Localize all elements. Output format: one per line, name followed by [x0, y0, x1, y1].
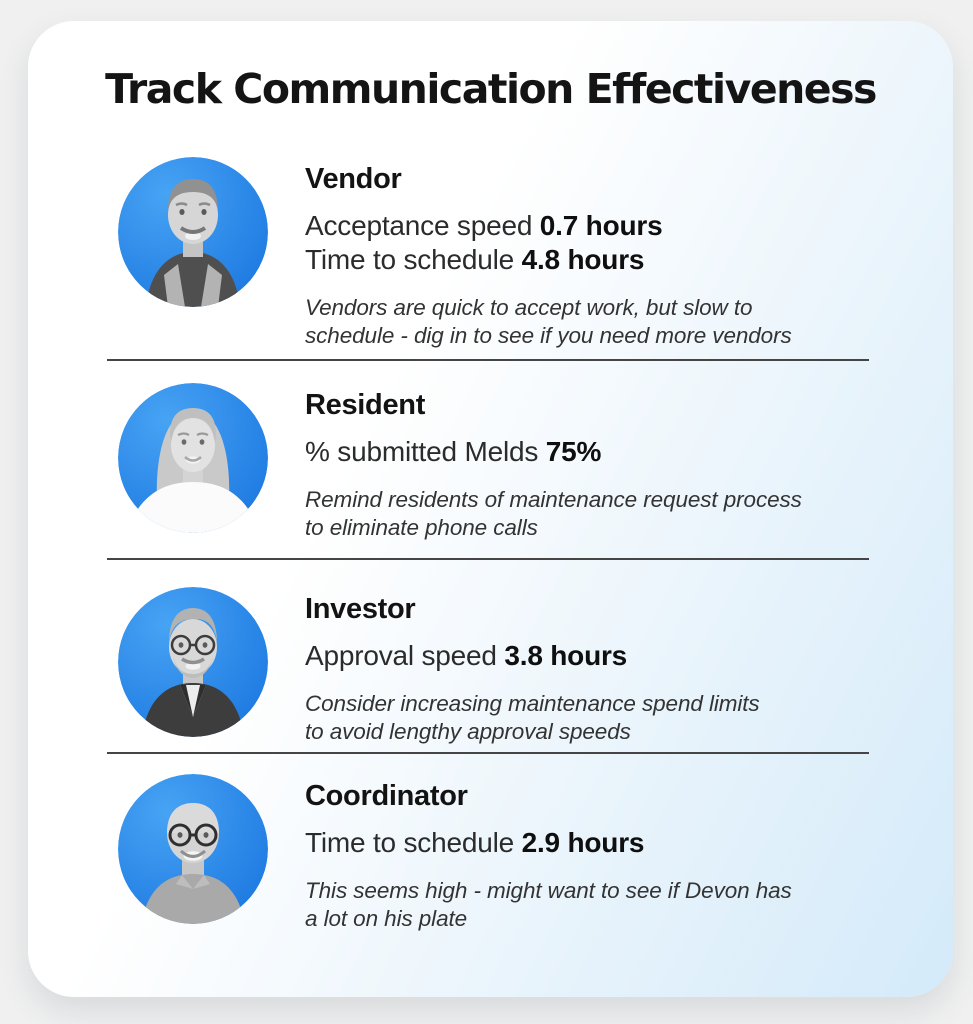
investor-note: Consider increasing maintenance spend li… — [305, 690, 885, 746]
section-vendor: Vendor Acceptance speed 0.7 hours Time t… — [118, 157, 885, 350]
investor-metrics: Approval speed 3.8 hours — [305, 639, 885, 673]
section-heading-coordinator: Coordinator — [305, 780, 468, 812]
section-heading-investor: Investor — [305, 593, 416, 625]
section-resident: Resident % submitted Melds 75% Remind re… — [118, 383, 885, 542]
metric-value: 4.8 hours — [521, 244, 645, 275]
note-line: Consider increasing maintenance spend li… — [305, 691, 760, 716]
section-divider — [107, 752, 869, 754]
section-heading-vendor: Vendor — [305, 163, 402, 195]
vendor-note: Vendors are quick to accept work, but sl… — [305, 294, 885, 350]
section-divider — [107, 359, 869, 361]
vendor-metrics: Acceptance speed 0.7 hours Time to sched… — [305, 209, 885, 277]
note-line: This seems high - might want to see if D… — [305, 878, 792, 903]
metric-value: 75% — [545, 436, 602, 467]
metric-line: % submitted Melds 75% — [305, 435, 885, 469]
metric-line: Approval speed 3.8 hours — [305, 639, 885, 673]
coordinator-metrics: Time to schedule 2.9 hours — [305, 826, 885, 860]
metric-label: Time to schedule — [305, 827, 514, 858]
note-line: to avoid lengthy approval speeds — [305, 719, 631, 744]
metric-line: Time to schedule 4.8 hours — [305, 243, 885, 277]
infographic-card: Track Communication Effectiveness — [28, 21, 953, 997]
metric-label: Time to schedule — [305, 244, 514, 275]
metric-line: Time to schedule 2.9 hours — [305, 826, 885, 860]
resident-metrics: % submitted Melds 75% — [305, 435, 885, 469]
metric-value: 0.7 hours — [539, 210, 663, 241]
page-title: Track Communication Effectiveness — [105, 65, 877, 113]
section-coordinator: Coordinator Time to schedule 2.9 hours T… — [118, 774, 885, 933]
section-investor: Investor Approval speed 3.8 hours Consid… — [118, 587, 885, 746]
note-line: Remind residents of maintenance request … — [305, 487, 802, 512]
investor-man-icon — [118, 587, 268, 737]
coordinator-man-icon — [118, 774, 268, 924]
metric-line: Acceptance speed 0.7 hours — [305, 209, 885, 243]
metric-value: 2.9 hours — [521, 827, 645, 858]
resident-woman-icon — [118, 383, 268, 533]
investor-avatar-photo — [118, 587, 268, 737]
section-divider — [107, 558, 869, 560]
note-line: Vendors are quick to accept work, but sl… — [305, 295, 753, 320]
metric-label: Acceptance speed — [305, 210, 533, 241]
metric-value: 3.8 hours — [504, 640, 628, 671]
note-line: schedule - dig in to see if you need mor… — [305, 323, 792, 348]
section-heading-resident: Resident — [305, 389, 426, 421]
resident-note: Remind residents of maintenance request … — [305, 486, 885, 542]
vendor-man-icon — [118, 157, 268, 307]
coordinator-avatar-photo — [118, 774, 268, 924]
metric-label: Approval speed — [305, 640, 497, 671]
coordinator-note: This seems high - might want to see if D… — [305, 877, 885, 933]
metric-label: % submitted Melds — [305, 436, 539, 467]
vendor-avatar-photo — [118, 157, 268, 307]
note-line: to eliminate phone calls — [305, 515, 538, 540]
resident-avatar-photo — [118, 383, 268, 533]
note-line: a lot on his plate — [305, 906, 468, 931]
